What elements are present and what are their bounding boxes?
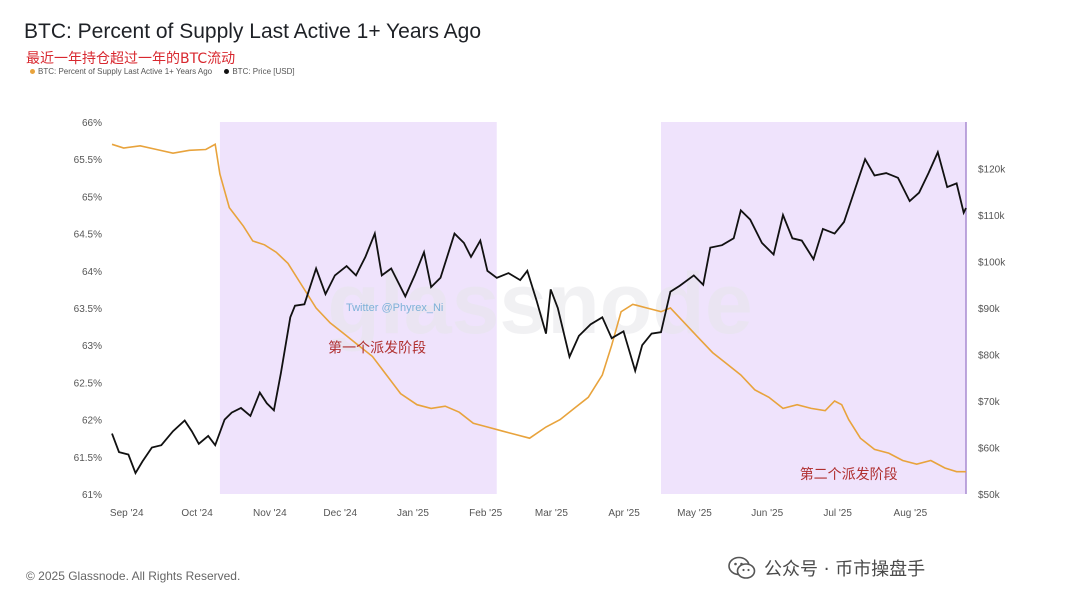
y-left-tick: 62.5% xyxy=(74,378,102,389)
y-left-tick: 61% xyxy=(82,490,102,501)
y-right-tick: $70k xyxy=(978,397,1001,408)
y-left-tick: 65.5% xyxy=(74,155,102,166)
y-left-tick: 65% xyxy=(82,192,102,203)
x-tick: Dec '24 xyxy=(323,508,357,519)
y-right-ticks: $120k $110k $100k $90k $80k $70k $60k $50k xyxy=(978,165,1006,502)
annotation-1: 第一个派发阶段 xyxy=(328,340,426,357)
y-left-tick: 61.5% xyxy=(74,453,102,464)
y-right-tick: $50k xyxy=(978,490,1001,501)
y-left-tick: 63.5% xyxy=(74,304,102,315)
copyright: © 2025 Glassnode. All Rights Reserved. xyxy=(26,569,241,583)
y-left-ticks: 66% 65.5% 65% 64.5% 64% 63.5% 63% 62.5% 62% 61.5%… xyxy=(74,118,102,501)
y-right-tick: $60k xyxy=(978,444,1001,455)
y-left-tick: 64.5% xyxy=(74,230,102,241)
wechat-label: 公众号 · 币市操盘手 xyxy=(764,559,926,580)
price-line xyxy=(111,149,967,476)
y-right-tick: $90k xyxy=(978,304,1001,315)
y-left-tick: 64% xyxy=(82,267,102,278)
legend-item-price[interactable]: BTC: Price [USD] xyxy=(224,67,295,76)
chart-title: BTC: Percent of Supply Last Active 1+ Ye… xyxy=(24,20,482,43)
x-tick: Jun '25 xyxy=(751,508,783,519)
wechat-account[interactable]: 公众号 · 币市操盘手 xyxy=(728,555,925,581)
y-left-tick: 63% xyxy=(82,341,102,352)
supply-line xyxy=(111,143,966,473)
y-right-tick: $110k xyxy=(978,211,1006,222)
x-tick: Jan '25 xyxy=(397,508,429,519)
x-ticks: Sep '24 Oct '24 Nov '24 Dec '24 Jan '25 Feb '… xyxy=(110,508,928,519)
x-tick: Apr '25 xyxy=(608,508,640,519)
x-tick: Feb '25 xyxy=(469,508,502,519)
legend-label-supply: BTC: Percent of Supply Last Active 1+ Ye… xyxy=(38,67,213,76)
shaded-period-1 xyxy=(219,122,497,494)
legend: BTC: Percent of Supply Last Active 1+ Ye… xyxy=(30,67,305,76)
y-right-tick: $100k xyxy=(978,258,1006,269)
shaded-periods xyxy=(219,122,966,494)
x-tick: May '25 xyxy=(677,508,712,519)
y-right-tick: $80k xyxy=(978,351,1001,362)
x-tick: Mar '25 xyxy=(535,508,568,519)
chart-subtitle: 最近一年持仓超过一年的BTC流动 xyxy=(26,51,236,67)
legend-dot-supply xyxy=(30,69,35,75)
y-left-tick: 62% xyxy=(82,416,102,427)
y-right-tick: $120k xyxy=(978,165,1006,176)
x-tick: Oct '24 xyxy=(181,508,213,519)
legend-label-price: BTC: Price [USD] xyxy=(232,67,295,76)
annotation-2: 第二个派发阶段 xyxy=(800,466,898,483)
legend-dot-price xyxy=(224,69,230,75)
y-left-tick: 66% xyxy=(82,118,102,129)
x-tick: Jul '25 xyxy=(823,508,852,519)
shaded-period-2 xyxy=(661,122,966,494)
x-tick: Nov '24 xyxy=(253,508,287,519)
x-tick: Sep '24 xyxy=(110,508,144,519)
watermark-small: Twitter @Phyrex_Ni xyxy=(346,302,443,314)
watermark: glassnode xyxy=(327,256,752,352)
legend-item-supply[interactable]: BTC: Percent of Supply Last Active 1+ Ye… xyxy=(30,67,214,76)
wechat-icon xyxy=(728,556,756,579)
x-tick: Aug '25 xyxy=(894,508,928,519)
